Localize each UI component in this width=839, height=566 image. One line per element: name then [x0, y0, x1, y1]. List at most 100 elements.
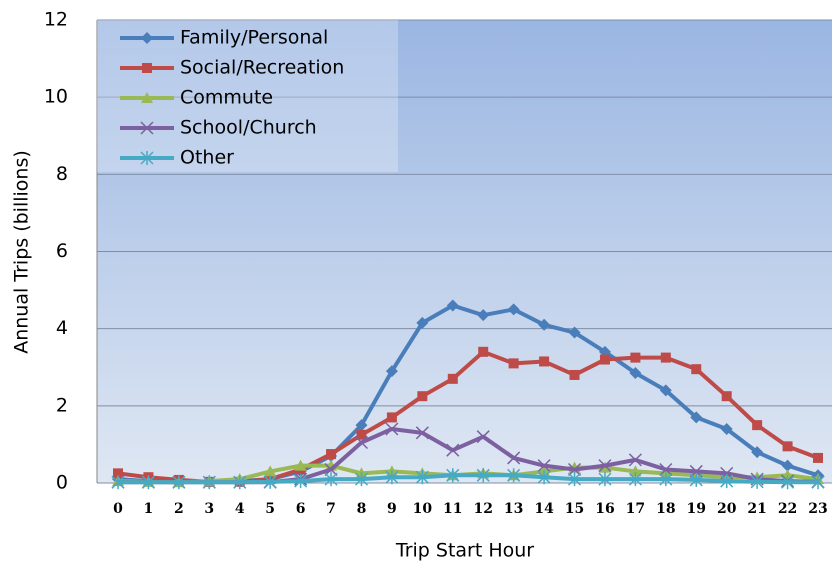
- marker: [264, 465, 277, 477]
- x-tick-label: 6: [296, 501, 306, 517]
- marker: [628, 453, 642, 467]
- x-tick-label: 9: [387, 501, 397, 517]
- x-tick-label: 0: [113, 501, 123, 517]
- marker: [476, 468, 490, 483]
- legend-label: Other: [180, 147, 234, 169]
- x-tick-label: 16: [595, 501, 614, 517]
- marker: [356, 429, 367, 440]
- legend-label: Family/Personal: [180, 27, 328, 49]
- marker: [690, 411, 703, 424]
- legend-label: Commute: [180, 87, 273, 109]
- marker: [478, 346, 489, 357]
- marker: [386, 412, 397, 423]
- y-tick-label: 12: [44, 9, 68, 31]
- marker: [142, 63, 152, 73]
- marker: [599, 354, 610, 365]
- marker: [537, 470, 551, 485]
- marker: [446, 299, 459, 312]
- marker: [689, 472, 703, 487]
- marker: [659, 384, 672, 397]
- x-tick-label: 21: [747, 501, 766, 517]
- marker: [659, 462, 673, 477]
- marker: [782, 441, 793, 452]
- marker: [416, 316, 429, 329]
- x-tick-label: 17: [626, 501, 645, 517]
- marker: [141, 92, 153, 103]
- marker: [568, 326, 581, 339]
- x-tick-label: 2: [174, 501, 184, 517]
- marker: [569, 369, 580, 380]
- marker: [141, 475, 155, 490]
- x-tick-label: 10: [413, 501, 433, 517]
- y-tick-label: 2: [56, 394, 68, 416]
- marker: [507, 468, 521, 483]
- marker: [263, 474, 277, 489]
- marker: [630, 352, 641, 363]
- marker: [721, 391, 732, 402]
- series-line: [118, 473, 818, 485]
- legend: Family/Personal Social/Recreation Commute S…: [97, 20, 398, 172]
- marker: [781, 475, 795, 490]
- marker: [567, 462, 582, 477]
- marker: [720, 474, 734, 489]
- marker: [507, 451, 521, 465]
- marker: [324, 472, 338, 487]
- x-tick-label: 11: [443, 501, 462, 517]
- marker: [538, 318, 551, 331]
- y-tick-label: 10: [44, 86, 68, 108]
- marker: [140, 121, 154, 135]
- marker: [507, 303, 520, 316]
- marker: [598, 472, 612, 487]
- marker: [415, 470, 429, 485]
- marker: [752, 420, 763, 431]
- y-axis-title: Annual Trips (billions): [11, 150, 33, 354]
- y-tick-label: 4: [56, 317, 68, 339]
- marker: [539, 356, 550, 367]
- marker: [628, 472, 642, 487]
- x-tick-label: 12: [473, 501, 492, 517]
- marker: [172, 475, 186, 490]
- x-tick-label: 1: [144, 501, 154, 517]
- x-tick-label: 5: [265, 501, 275, 517]
- marker: [811, 475, 825, 490]
- y-tick-label: 8: [56, 163, 68, 185]
- x-tick-label: 20: [717, 501, 737, 517]
- x-tick-label: 3: [204, 501, 214, 517]
- x-tick-label: 23: [808, 501, 827, 517]
- x-tick-label: 4: [235, 501, 245, 517]
- marker: [477, 309, 490, 322]
- marker: [294, 459, 307, 471]
- marker: [660, 352, 671, 363]
- marker: [508, 358, 519, 369]
- marker: [326, 449, 337, 460]
- marker: [691, 364, 702, 375]
- marker: [476, 430, 490, 444]
- marker: [629, 465, 642, 477]
- marker: [598, 459, 612, 473]
- marker: [446, 443, 460, 457]
- x-tick-label: 13: [504, 501, 523, 517]
- marker: [751, 446, 764, 459]
- marker: [385, 365, 398, 378]
- marker: [781, 459, 794, 472]
- marker: [140, 151, 154, 165]
- marker: [629, 367, 642, 380]
- legend-label: Social/Recreation: [180, 57, 344, 79]
- marker: [417, 391, 428, 402]
- marker: [385, 470, 399, 485]
- legend-label: School/Church: [180, 117, 317, 139]
- marker: [537, 459, 551, 473]
- marker: [447, 373, 458, 384]
- marker: [324, 462, 338, 477]
- marker: [113, 468, 123, 479]
- y-tick-label: 6: [56, 240, 68, 262]
- x-tick-label: 8: [357, 501, 367, 517]
- marker: [354, 435, 369, 450]
- marker: [659, 472, 673, 487]
- x-tick-label: 15: [565, 501, 584, 517]
- marker: [355, 419, 368, 432]
- x-tick-label: 18: [656, 501, 675, 517]
- marker: [446, 468, 460, 483]
- x-tick-label: 19: [687, 501, 706, 517]
